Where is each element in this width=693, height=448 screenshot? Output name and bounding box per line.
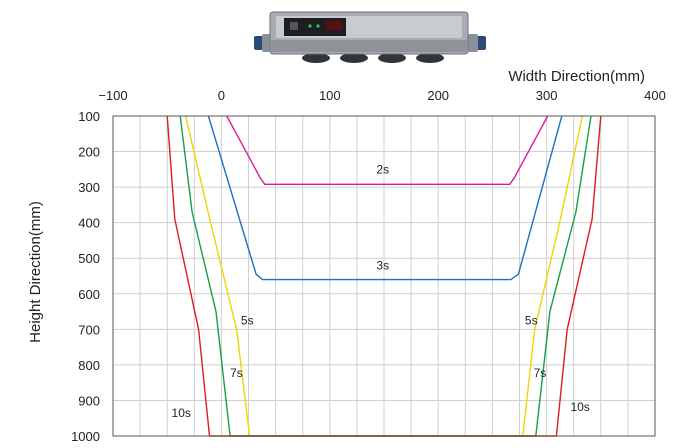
series-label-10s: 10s [172, 406, 191, 420]
series-label-2s: 2s [376, 162, 389, 176]
status-led [316, 24, 320, 28]
series-line-5s [184, 115, 584, 437]
y-tick-label: 100 [78, 109, 100, 124]
x-tick-label: 400 [644, 88, 666, 103]
device-foot [340, 53, 368, 63]
device-base [270, 40, 468, 52]
device-foot [378, 53, 406, 63]
x-tick-labels: −100 0 100 200 300 400 [98, 88, 666, 103]
x-axis-title: Width Direction(mm) [508, 68, 645, 85]
series-line-3s [207, 115, 563, 281]
x-tick-label: 0 [218, 88, 225, 103]
series-label-5s: 5s [241, 313, 254, 327]
series-labels: 2s 3s 5s 5s 7s 7s 10s 10s [172, 162, 590, 420]
y-tick-label: 700 [78, 322, 100, 337]
y-tick-labels: 100 200 300 400 500 600 700 800 900 1000 [71, 109, 100, 444]
x-tick-label: −100 [98, 88, 127, 103]
device-foot [302, 53, 330, 63]
y-axis-title: Height Direction(mm) [27, 201, 44, 343]
series-label-7s: 7s [534, 366, 547, 380]
series-layer [166, 115, 602, 437]
x-tick-label: 300 [536, 88, 558, 103]
device-foot [416, 53, 444, 63]
series-label-7s: 7s [230, 366, 243, 380]
grid [112, 115, 656, 437]
y-tick-label: 300 [78, 180, 100, 195]
y-tick-label: 900 [78, 393, 100, 408]
x-tick-label: 100 [319, 88, 341, 103]
y-tick-label: 400 [78, 216, 100, 231]
series-line-10s [166, 115, 602, 437]
device-image [254, 11, 486, 63]
status-led [308, 24, 312, 28]
y-tick-label: 200 [78, 145, 100, 160]
series-label-10s: 10s [570, 400, 589, 414]
y-tick-label: 600 [78, 287, 100, 302]
y-tick-label: 500 [78, 251, 100, 266]
y-tick-label: 800 [78, 358, 100, 373]
x-tick-label: 200 [427, 88, 449, 103]
device-readout [326, 21, 342, 30]
y-tick-label: 1000 [71, 429, 100, 444]
series-line-2s [226, 115, 549, 186]
series-label-5s: 5s [525, 313, 538, 327]
right-connector-nut [468, 34, 478, 52]
device-port [290, 22, 298, 30]
series-line-7s [179, 115, 592, 437]
series-label-3s: 3s [376, 258, 389, 272]
plot-frame [112, 115, 656, 437]
